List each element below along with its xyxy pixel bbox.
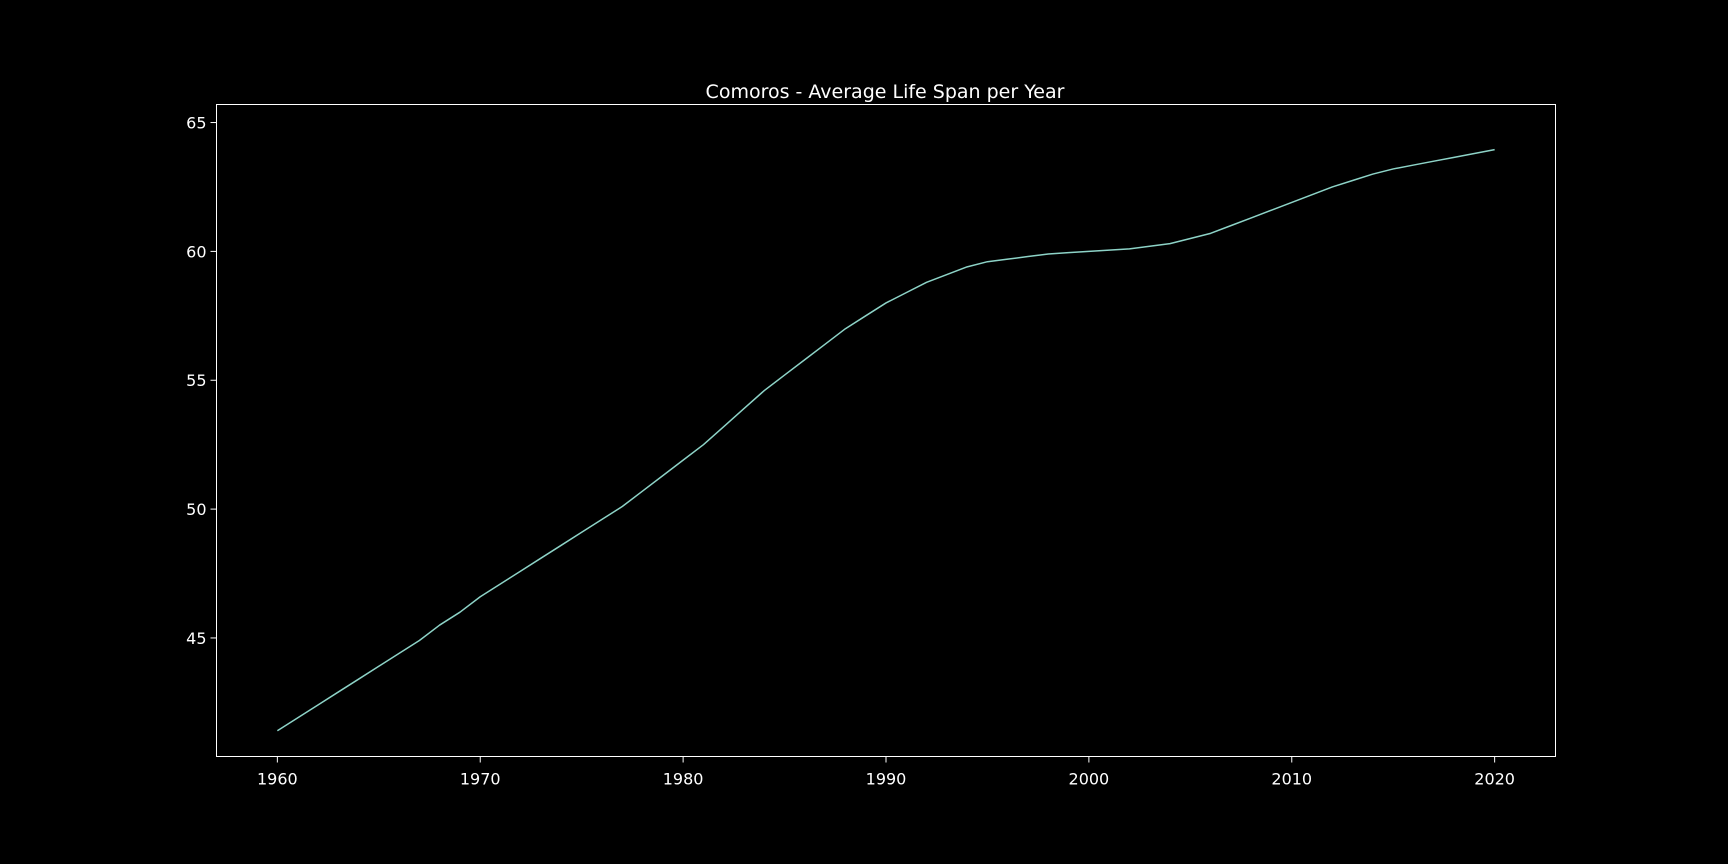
y-tick-label: 65: [186, 114, 206, 133]
x-tick-label: 2000: [1069, 770, 1110, 789]
x-tick-label: 1990: [866, 770, 907, 789]
x-tick-label: 1970: [460, 770, 501, 789]
x-axis: 1960 1970 1980 1990 2000 2010 2020: [257, 756, 1515, 789]
plot-area: [276, 148, 1495, 732]
y-tick-label: 50: [186, 500, 206, 519]
y-axis: 45 50 55 60 65: [186, 114, 217, 648]
x-tick-label: 1960: [257, 770, 298, 789]
y-tick-label: 45: [186, 629, 206, 648]
y-tick-label: 60: [186, 242, 206, 261]
x-tick-label: 1980: [663, 770, 704, 789]
series-line-1: [276, 148, 1495, 732]
axes-frame: [216, 104, 1556, 757]
y-tick-label: 55: [186, 371, 206, 390]
x-tick-label: 2020: [1474, 770, 1515, 789]
chart-title: Comoros - Average Life Span per Year: [706, 81, 1065, 103]
x-tick-label: 2010: [1271, 770, 1312, 789]
